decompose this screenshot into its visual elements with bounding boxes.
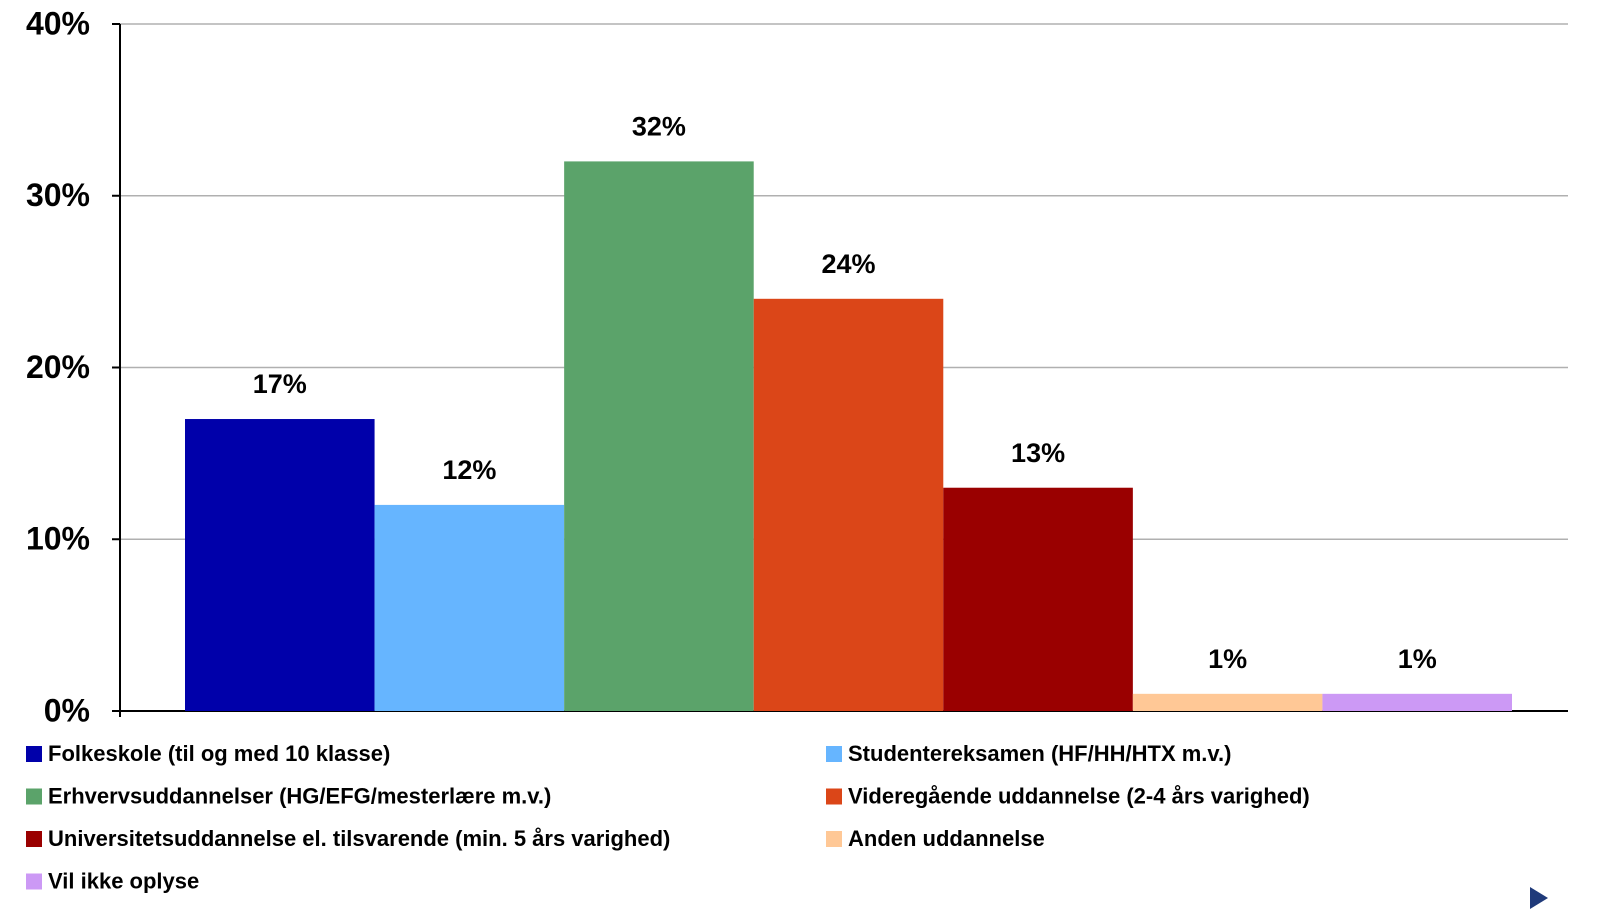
legend-swatch	[826, 788, 842, 805]
data-label: 24%	[821, 249, 875, 279]
data-label: 32%	[632, 112, 686, 142]
y-tick-label: 40%	[26, 5, 90, 41]
bar	[943, 487, 1133, 711]
legend-swatch	[826, 746, 842, 762]
data-label: 1%	[1398, 644, 1437, 674]
bar	[1132, 693, 1323, 711]
legend-swatch	[26, 788, 42, 805]
legend-label: Vil ikke oplyse	[48, 868, 199, 893]
data-label: 13%	[1011, 438, 1065, 468]
legend-label: Anden uddannelse	[848, 826, 1045, 851]
bar	[185, 419, 375, 711]
legend-label: Folkeskole (til og med 10 klasse)	[48, 741, 390, 766]
y-tick-label: 20%	[26, 349, 90, 385]
legend-swatch	[26, 831, 42, 847]
legend-swatch	[26, 873, 42, 890]
legend-swatch	[26, 746, 42, 762]
legend-label: Universitetsuddannelse el. tilsvarende (…	[48, 826, 670, 851]
nav-arrow	[1530, 887, 1548, 909]
y-tick-label: 30%	[26, 177, 90, 213]
legend-swatch	[826, 831, 842, 847]
bar	[753, 298, 944, 711]
bar	[374, 504, 565, 711]
y-tick-label: 0%	[44, 692, 90, 728]
legend-label: Studentereksamen (HF/HH/HTX m.v.)	[848, 741, 1231, 766]
legend-label: Videregående uddannelse (2-4 års varighe…	[848, 783, 1310, 808]
bar	[1322, 693, 1512, 711]
y-tick-label: 10%	[26, 521, 90, 557]
legend-label: Erhvervsuddannelser (HG/EFG/mesterlære m…	[48, 783, 551, 808]
bar	[564, 161, 754, 711]
data-label: 1%	[1208, 644, 1247, 674]
data-label: 12%	[442, 455, 496, 485]
data-label: 17%	[253, 369, 307, 399]
